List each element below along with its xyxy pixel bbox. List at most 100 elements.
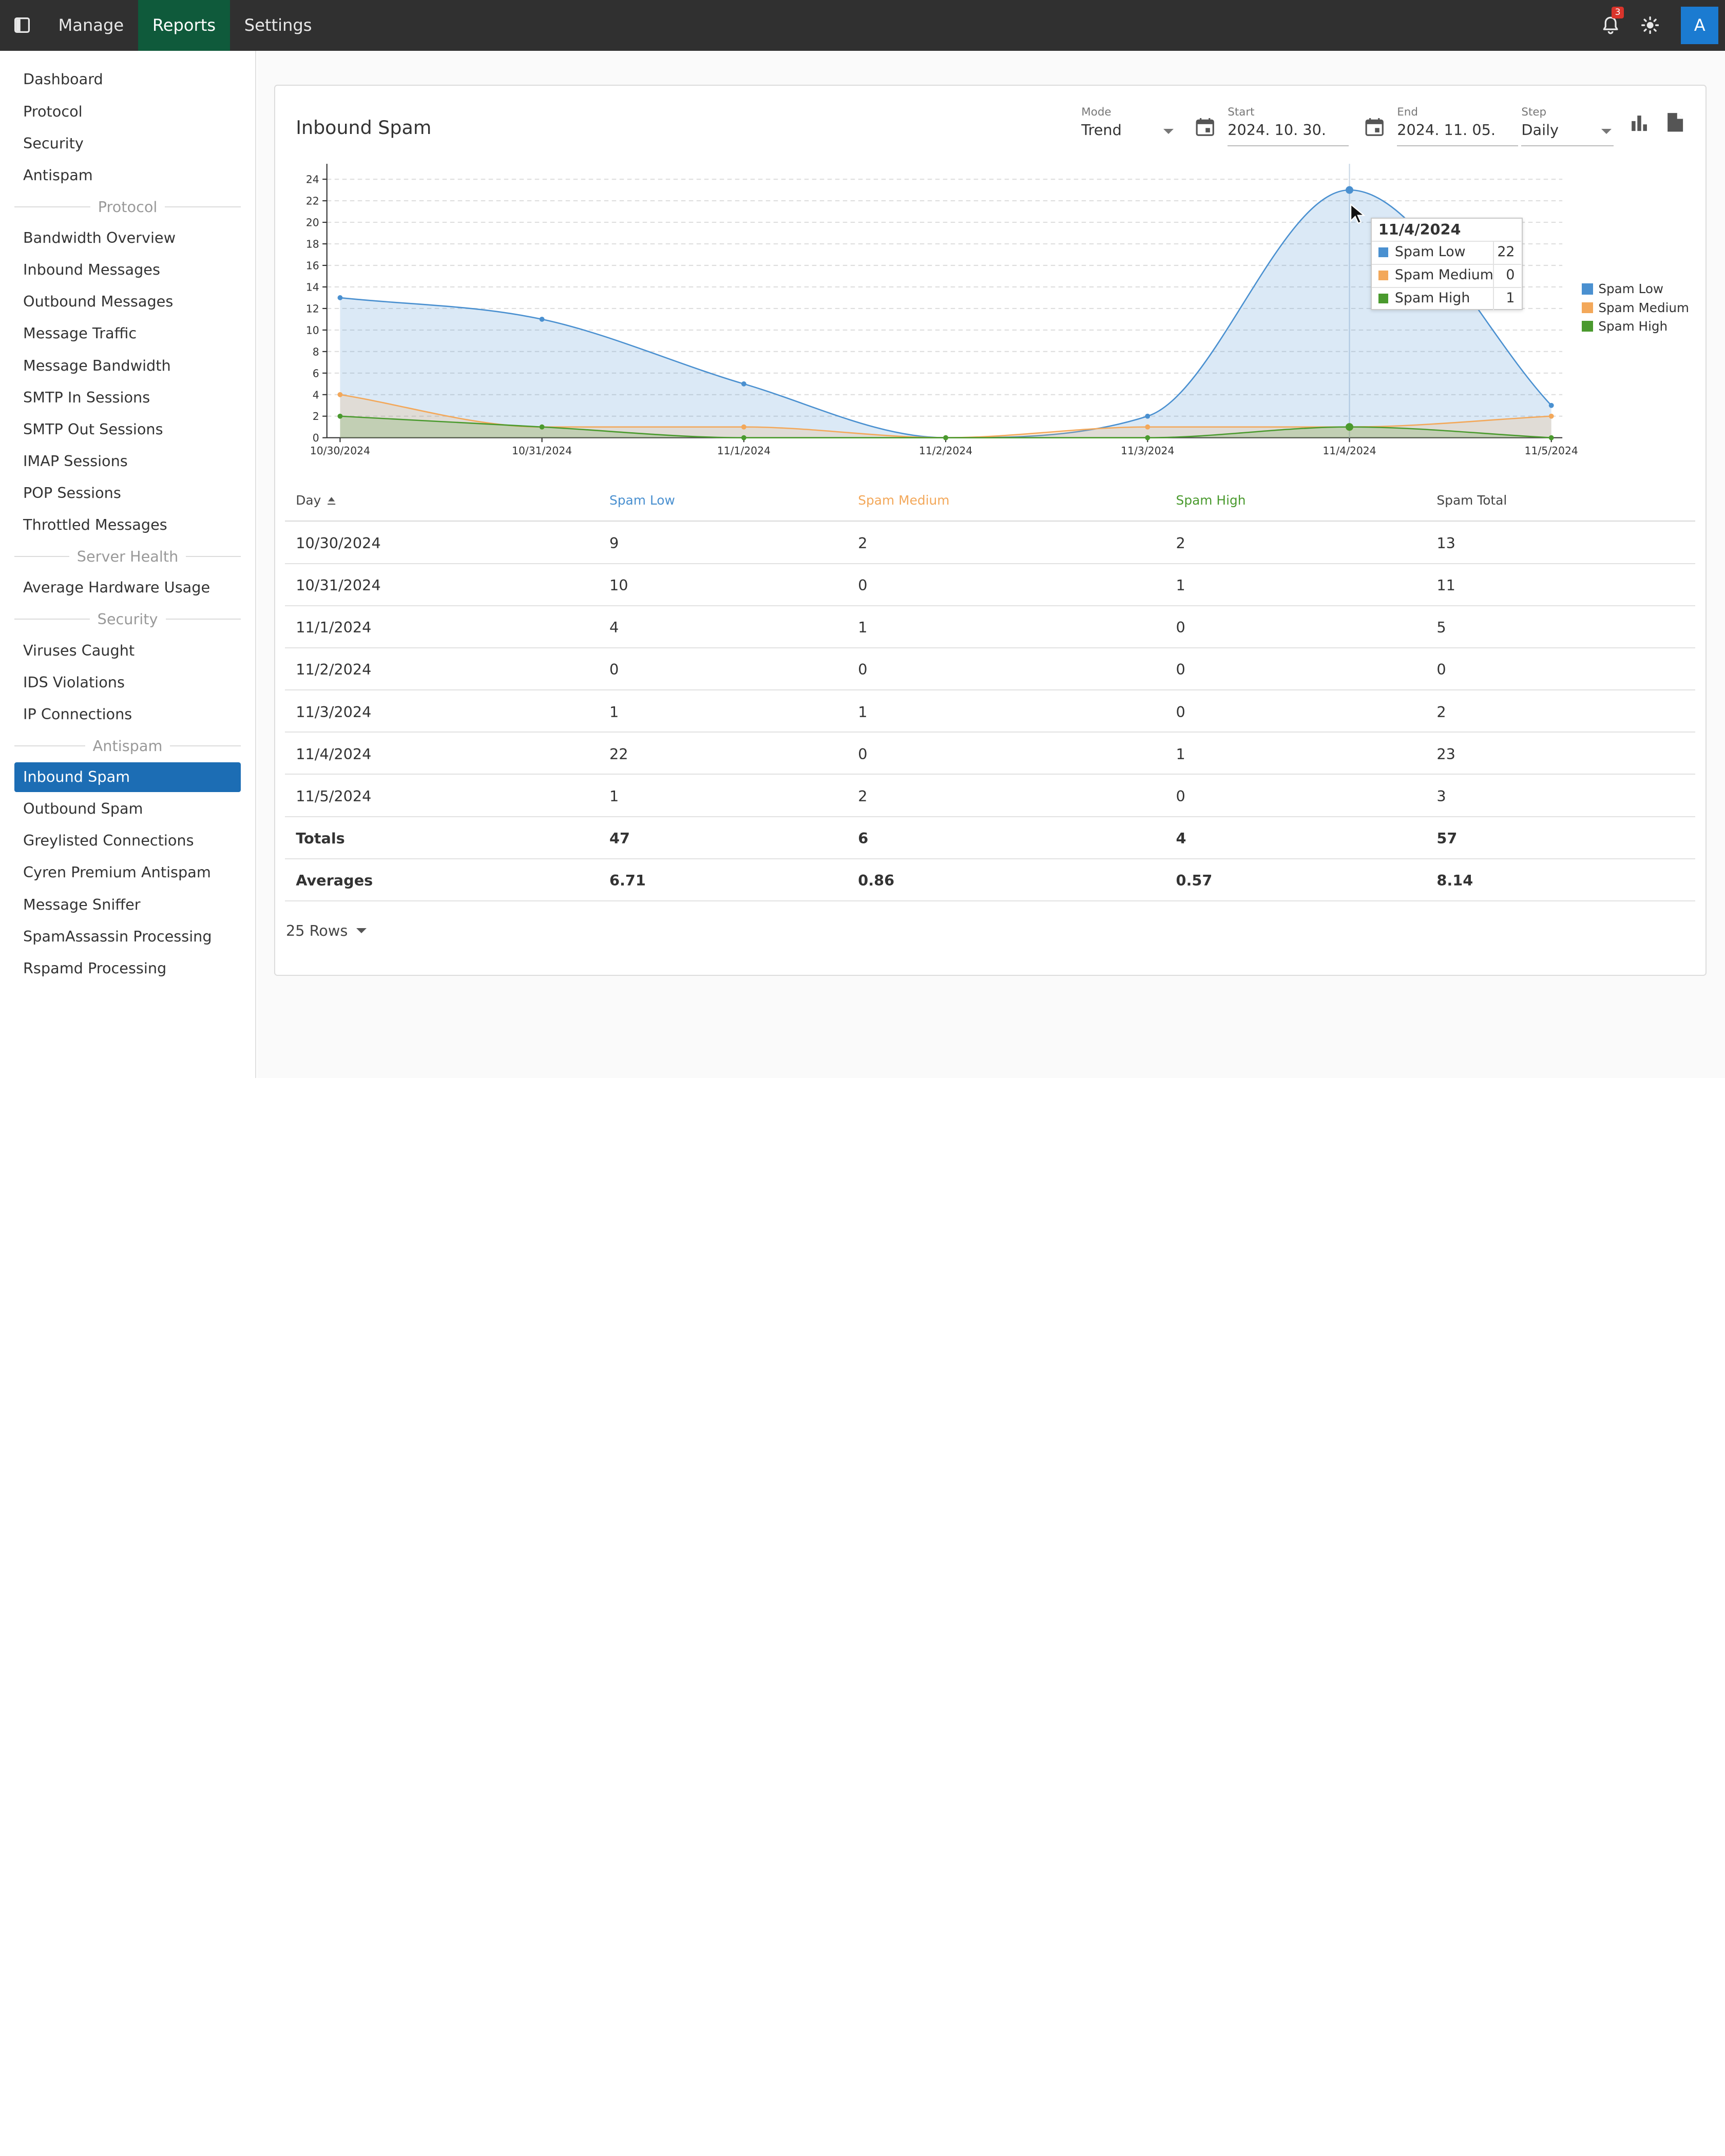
table-row[interactable]: 11/2/2024 0 0 0 0	[284, 649, 1695, 691]
sidebar-item-message-traffic[interactable]: Message Traffic	[23, 324, 137, 342]
sidebar-item-greylisted-connections[interactable]: Greylisted Connections	[23, 832, 194, 850]
sidebar-item-cyren-premium-antispam[interactable]: Cyren Premium Antispam	[23, 863, 211, 881]
spam-high-point[interactable]	[539, 424, 545, 430]
spam-low-point[interactable]	[1548, 402, 1554, 408]
sort-ascending-icon[interactable]	[327, 496, 336, 506]
sidebar-item-viruses-caught[interactable]: Viruses Caught	[23, 641, 135, 659]
table-row[interactable]: 11/1/2024 4 1 0 5	[284, 607, 1695, 649]
spam-medium-point[interactable]	[741, 424, 746, 430]
sidebar-item-rspamd-processing[interactable]: Rspamd Processing	[23, 959, 167, 977]
sidebar-item-message-bandwidth[interactable]: Message Bandwidth	[23, 356, 171, 374]
y-tick-label: 0	[312, 432, 319, 444]
bar-chart-icon[interactable]	[1631, 114, 1648, 132]
spam-high-point[interactable]	[741, 435, 746, 440]
app-window: Manage Reports Settings 3	[0, 0, 1725, 1078]
sidebar-item-pop-sessions[interactable]: POP Sessions	[23, 484, 121, 502]
column-header-spam-high[interactable]: Spam High	[1176, 493, 1246, 508]
table-cell: 0	[609, 661, 619, 679]
mode-label: Mode	[1081, 105, 1111, 119]
start-date-field[interactable]: Start 2024. 10. 30.	[1228, 106, 1349, 147]
spam-high-point[interactable]	[337, 413, 342, 419]
sidebar-item-throttled-messages[interactable]: Throttled Messages	[23, 516, 167, 534]
section-divider	[14, 556, 69, 557]
table-row[interactable]: 11/3/2024 1 1 0 2	[284, 691, 1695, 733]
table-cell: 0	[1176, 787, 1185, 805]
spam-high-point[interactable]	[1345, 423, 1353, 431]
sidebar-toggle-button[interactable]	[0, 0, 44, 51]
legend-item-spam-low[interactable]: Spam Low	[1582, 281, 1663, 296]
table-row[interactable]: 10/31/2024 10 0 1 11	[284, 565, 1695, 607]
section-divider	[14, 206, 90, 207]
column-header-spam-low[interactable]: Spam Low	[609, 493, 675, 508]
spam-medium-point[interactable]	[337, 392, 342, 397]
sidebar-item-outbound-spam[interactable]: Outbound Spam	[23, 800, 143, 818]
spam-high-point[interactable]	[943, 435, 948, 440]
section-divider	[165, 619, 241, 620]
legend-item-spam-high[interactable]: Spam High	[1582, 319, 1667, 334]
table-cell: 0	[1176, 661, 1185, 679]
calendar-icon[interactable]	[1196, 118, 1215, 137]
mode-select[interactable]: Mode Trend	[1081, 106, 1176, 147]
column-header-spam-medium[interactable]: Spam Medium	[858, 493, 949, 508]
sidebar-item-average-hardware-usage[interactable]: Average Hardware Usage	[23, 579, 210, 596]
main-content: Inbound Spam Mode Trend Start 2024. 10. …	[257, 50, 1725, 1078]
table-cell: 1	[609, 703, 619, 721]
nav-tab-reports[interactable]: Reports	[138, 0, 230, 51]
column-header-day[interactable]: Day	[296, 493, 336, 508]
table-cell: 0	[858, 661, 868, 679]
notifications-button[interactable]: 3	[1591, 0, 1631, 51]
spam-high-area	[339, 416, 1551, 438]
table-cell: 0	[858, 745, 868, 763]
table-row[interactable]: 11/5/2024 1 2 0 3	[284, 775, 1695, 817]
sidebar-item-message-sniffer[interactable]: Message Sniffer	[23, 895, 141, 913]
table-row[interactable]: 11/4/2024 22 0 1 23	[284, 733, 1695, 775]
spam-medium-point[interactable]	[1144, 424, 1150, 430]
spam-low-point[interactable]	[337, 295, 342, 300]
table-cell: 10	[609, 576, 628, 594]
chart-tooltip: 11/4/2024 Spam Low 22 Spam Medium 0 Spam Hig…	[1370, 218, 1523, 311]
end-date-field[interactable]: End 2024. 11. 05.	[1397, 106, 1518, 147]
theme-toggle-button[interactable]	[1631, 0, 1670, 51]
legend-swatch	[1582, 321, 1593, 332]
spam-low-point[interactable]	[741, 381, 746, 387]
tooltip-series-name: Spam Low	[1394, 244, 1466, 260]
export-document-icon[interactable]	[1666, 112, 1684, 133]
table-cell: 9	[609, 534, 619, 552]
rows-per-page-select[interactable]: 25 Rows	[286, 922, 367, 939]
sidebar-item-spamassassin-processing[interactable]: SpamAssassin Processing	[23, 927, 212, 945]
sidebar-item-dashboard[interactable]: Dashboard	[23, 70, 103, 88]
user-avatar-button[interactable]: A	[1681, 6, 1719, 44]
nav-tab-manage[interactable]: Manage	[58, 15, 124, 35]
spam-low-point[interactable]	[1345, 186, 1353, 194]
nav-tab-settings[interactable]: Settings	[244, 15, 312, 35]
sidebar-item-inbound-spam[interactable]: Inbound Spam	[14, 762, 241, 792]
spam-medium-point[interactable]	[1548, 413, 1554, 419]
calendar-icon[interactable]	[1365, 118, 1384, 137]
spam-high-point[interactable]	[1548, 435, 1554, 440]
legend-item-spam-medium[interactable]: Spam Medium	[1582, 300, 1689, 315]
section-divider	[14, 745, 85, 746]
x-tick-label: 10/30/2024	[310, 445, 370, 457]
sidebar-item-ids-violations[interactable]: IDS Violations	[23, 673, 125, 691]
table-row[interactable]: 10/30/2024 9 2 2 13	[284, 523, 1695, 565]
sidebar-item-smtp-out-sessions[interactable]: SMTP Out Sessions	[23, 420, 163, 438]
spam-low-point[interactable]	[1144, 413, 1150, 419]
sidebar-section-server-health: Server Health	[14, 546, 241, 568]
sidebar-item-antispam[interactable]: Antispam	[23, 166, 93, 184]
sidebar-item-protocol[interactable]: Protocol	[23, 102, 83, 120]
sidebar-item-ip-connections[interactable]: IP Connections	[23, 705, 132, 723]
y-tick-label: 8	[312, 345, 319, 358]
tooltip-series-name: Spam High	[1394, 290, 1470, 306]
sidebar-item-bandwidth-overview[interactable]: Bandwidth Overview	[23, 228, 176, 246]
spam-low-point[interactable]	[539, 316, 545, 322]
sidebar-item-inbound-messages[interactable]: Inbound Messages	[23, 261, 160, 279]
column-header-spam-total[interactable]: Spam Total	[1436, 493, 1507, 508]
tooltip-swatch	[1378, 270, 1388, 280]
sidebar-item-imap-sessions[interactable]: IMAP Sessions	[23, 452, 128, 470]
spam-high-point[interactable]	[1144, 435, 1150, 440]
x-tick-label: 11/3/2024	[1121, 445, 1174, 457]
sidebar-item-security[interactable]: Security	[23, 134, 84, 152]
step-select[interactable]: Step Daily	[1521, 106, 1614, 147]
sidebar-item-outbound-messages[interactable]: Outbound Messages	[23, 293, 174, 311]
sidebar-item-smtp-in-sessions[interactable]: SMTP In Sessions	[23, 388, 150, 406]
